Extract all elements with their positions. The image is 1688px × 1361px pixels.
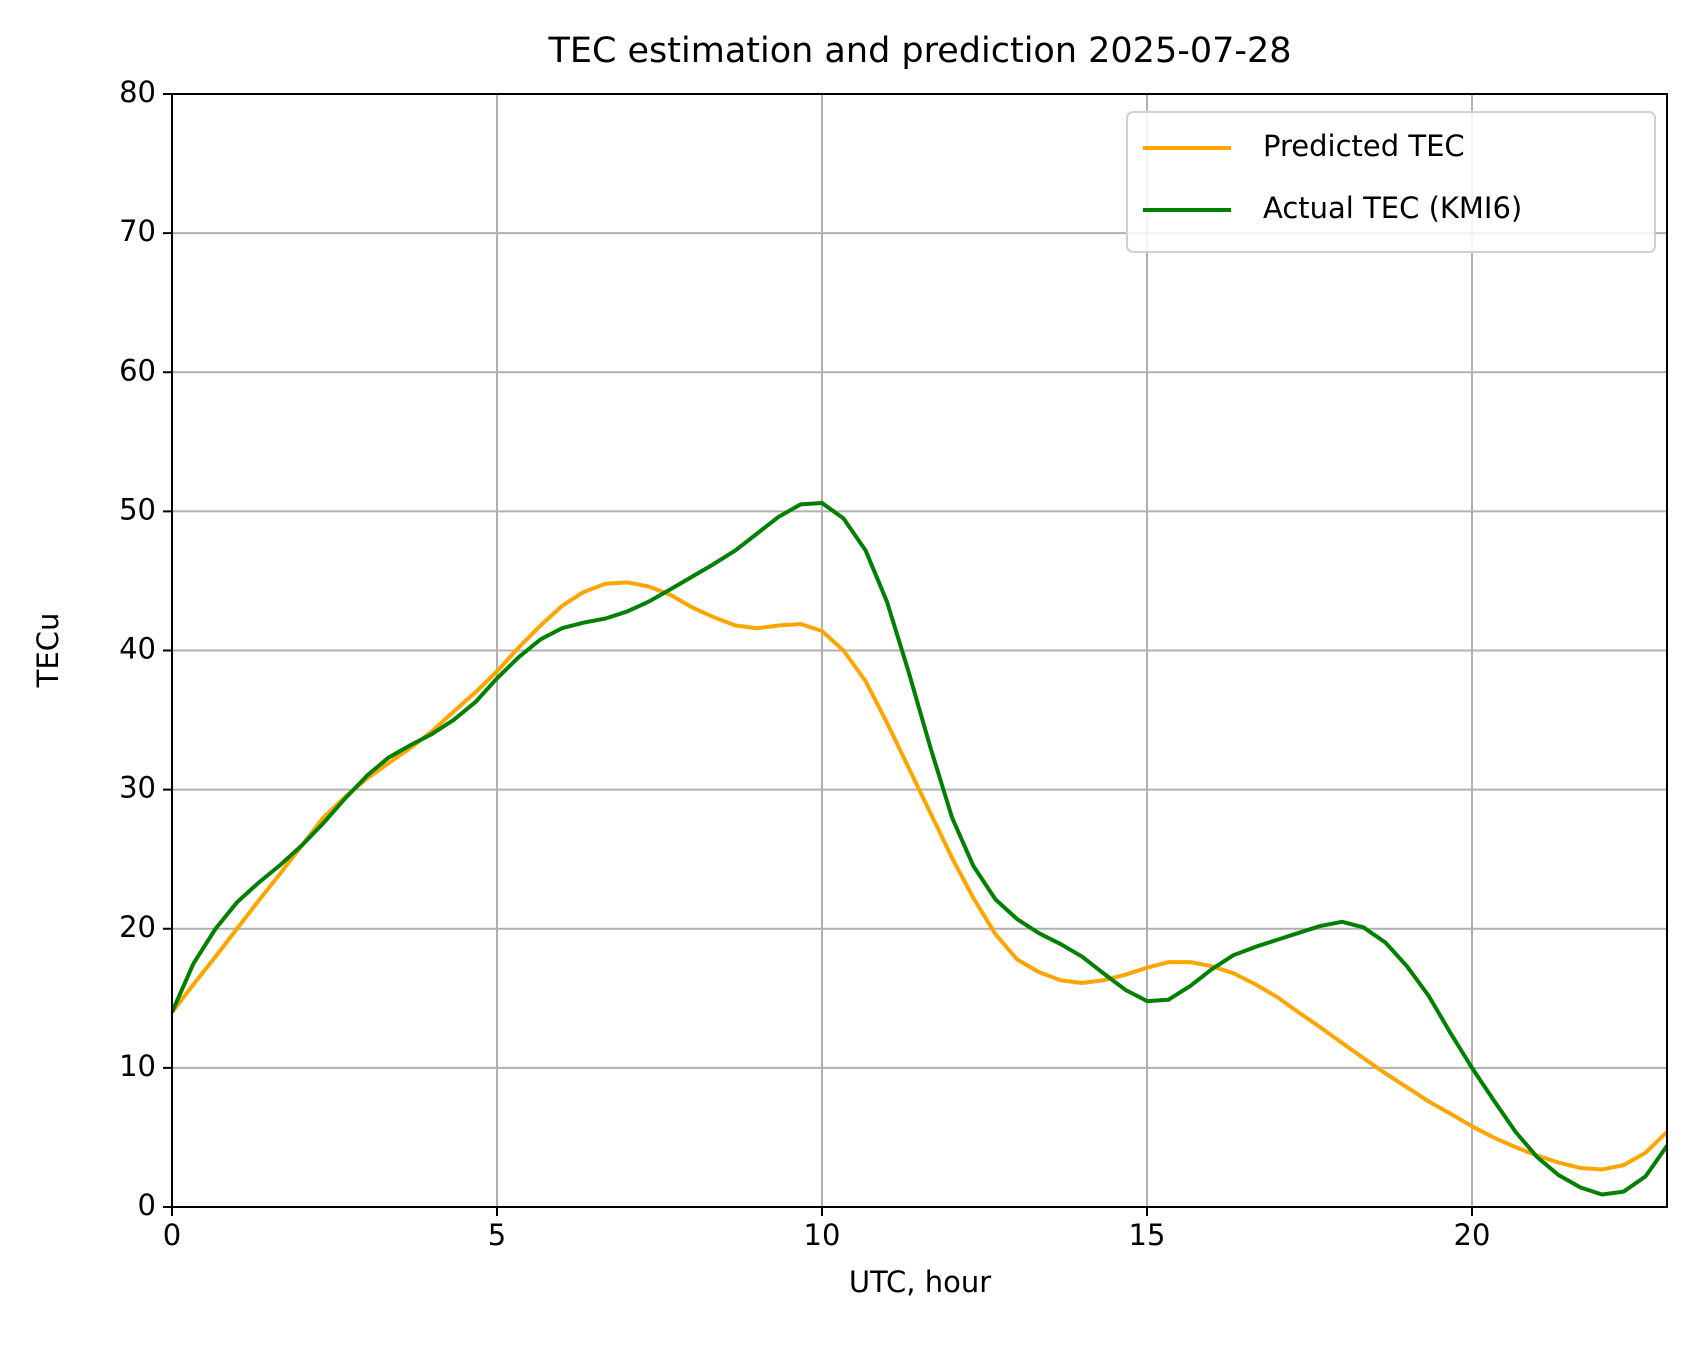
- legend-label: Actual TEC (KMI6): [1263, 191, 1522, 225]
- legend-label: Predicted TEC: [1263, 129, 1465, 163]
- legend-box: [1126, 111, 1656, 253]
- y-tick-label: 30: [119, 771, 156, 805]
- x-tick-label: 20: [1454, 1218, 1491, 1252]
- y-tick-label: 40: [119, 632, 156, 666]
- y-tick-label: 10: [119, 1049, 156, 1083]
- x-tick-label: 0: [163, 1218, 181, 1252]
- y-tick-label: 80: [119, 75, 156, 109]
- y-tick-label: 20: [119, 910, 156, 944]
- y-tick-label: 0: [138, 1188, 156, 1222]
- data-line: [172, 580, 1667, 1172]
- x-axis-label: UTC, hour: [849, 1265, 991, 1299]
- x-tick-label: 15: [1129, 1218, 1166, 1252]
- x-tick-label: 10: [804, 1218, 841, 1252]
- y-tick-label: 60: [119, 353, 156, 387]
- plot-frame: [171, 93, 1668, 1208]
- y-tick-label: 70: [119, 214, 156, 248]
- data-line: [172, 501, 1667, 1197]
- chart-title: TEC estimation and prediction 2025-07-28: [547, 31, 1291, 71]
- y-axis-label: TECu: [31, 613, 65, 689]
- x-tick-label: 5: [488, 1218, 506, 1252]
- y-tick-label: 50: [119, 492, 156, 526]
